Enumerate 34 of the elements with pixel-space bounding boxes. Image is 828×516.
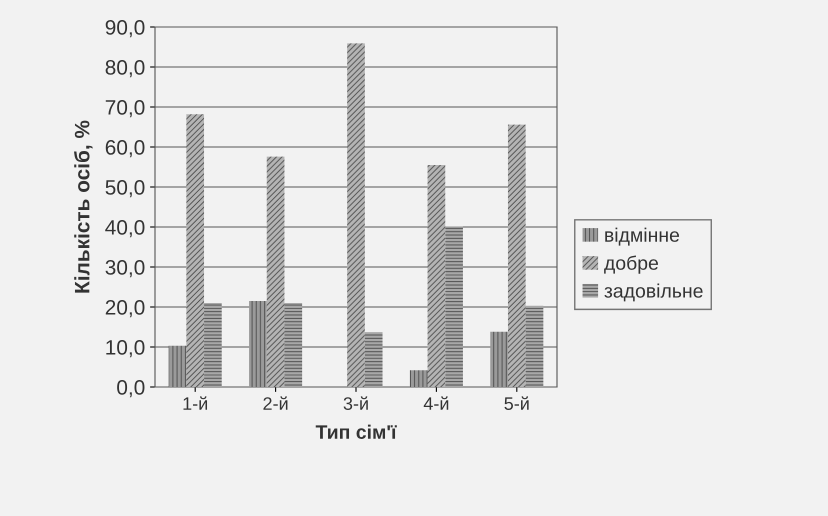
bar bbox=[204, 303, 222, 387]
bar bbox=[364, 332, 383, 387]
legend-label: задовільне bbox=[604, 283, 703, 302]
bar bbox=[508, 124, 526, 387]
y-tick-label: 40,0 bbox=[105, 220, 144, 238]
bar bbox=[410, 370, 428, 387]
legend-label: добре bbox=[604, 255, 658, 274]
bar bbox=[490, 332, 508, 387]
bar bbox=[168, 346, 186, 387]
x-tick-label: 3-й bbox=[344, 396, 368, 410]
bar bbox=[266, 156, 284, 387]
bar bbox=[284, 303, 302, 387]
bar bbox=[186, 114, 204, 387]
x-tick-label: 5-й bbox=[504, 396, 529, 410]
y-tick-label: 90,0 bbox=[106, 20, 144, 38]
x-axis-title: Тип сім'ї bbox=[316, 424, 397, 439]
x-tick-label: 1-й bbox=[184, 396, 208, 410]
y-tick-label: 50,0 bbox=[106, 180, 144, 198]
legend-label: відмінне bbox=[605, 228, 680, 246]
y-tick-label: 70,0 bbox=[106, 100, 144, 118]
y-tick-label: 60,0 bbox=[106, 140, 144, 158]
y-tick-label: 20,0 bbox=[106, 300, 144, 318]
bar bbox=[428, 165, 446, 387]
y-tick-label: 80,0 bbox=[106, 60, 144, 78]
x-tick-label: 2-й bbox=[263, 396, 288, 410]
y-tick-label: 30,0 bbox=[106, 260, 144, 278]
bar bbox=[347, 43, 365, 387]
y-axis-title: Кількість осіб, % bbox=[74, 120, 93, 293]
x-tick-label: 4-й bbox=[424, 396, 448, 410]
bar bbox=[526, 306, 544, 387]
bar bbox=[445, 226, 463, 387]
y-tick-label: 10,0 bbox=[106, 340, 144, 358]
bar bbox=[249, 301, 267, 387]
y-tick-label: 0,0 bbox=[117, 380, 144, 398]
